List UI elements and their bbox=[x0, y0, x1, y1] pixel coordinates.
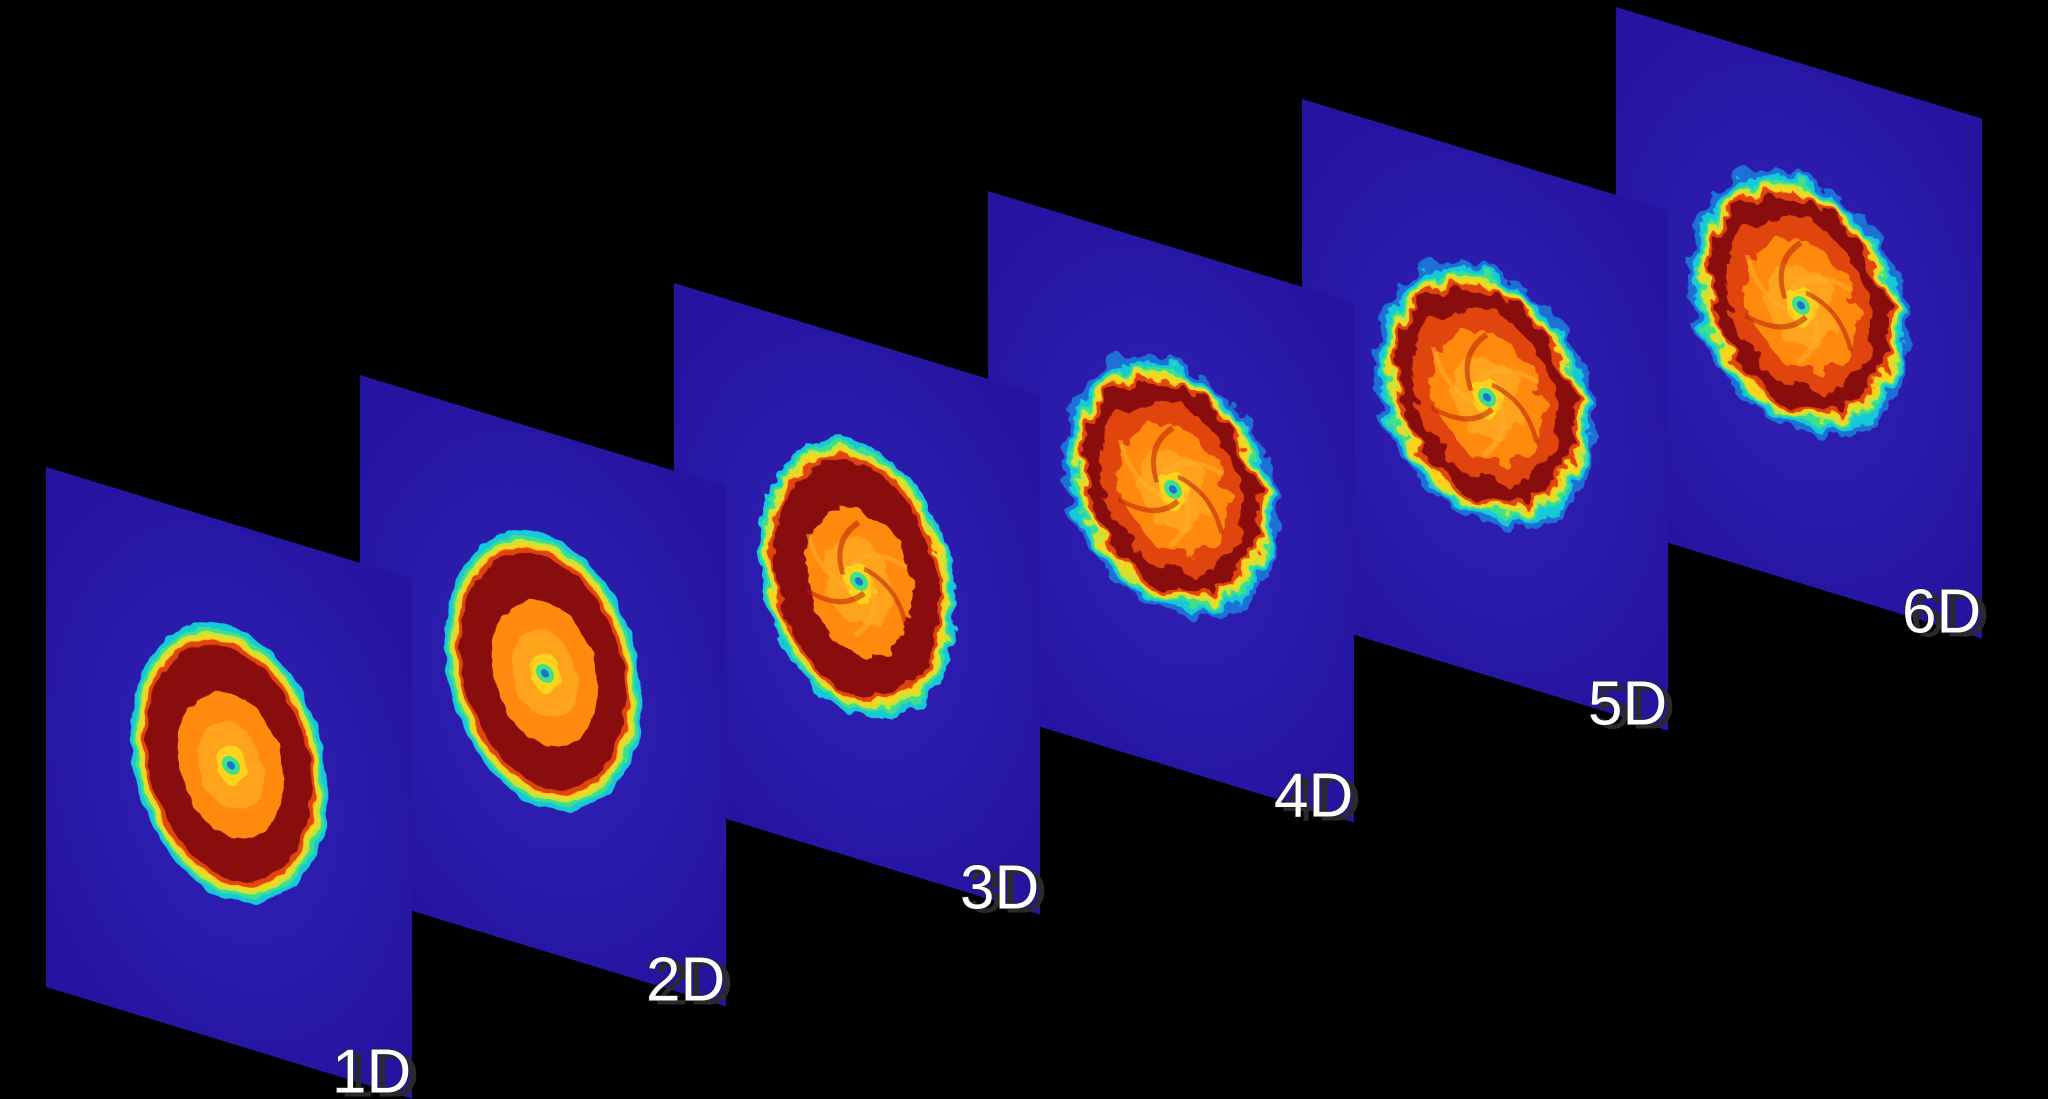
swirl-streak bbox=[1744, 313, 1808, 330]
vortex-core-center bbox=[855, 577, 863, 586]
swirl-streak bbox=[1167, 490, 1192, 549]
slice-label-shadow: 3D bbox=[968, 858, 1047, 927]
swirl-streak bbox=[1430, 347, 1479, 408]
swirl-streak bbox=[1795, 306, 1820, 366]
swirl-streak bbox=[806, 533, 851, 592]
swirl-streak bbox=[1464, 332, 1489, 391]
slice-label-6: 6D bbox=[1902, 578, 1981, 647]
swirl-streak bbox=[1790, 276, 1854, 293]
swirl-streak bbox=[806, 588, 866, 605]
swirl-streak bbox=[837, 519, 861, 575]
swirl-streak bbox=[863, 566, 908, 624]
slice-plane-6 bbox=[1616, 7, 1982, 639]
slice-label-1: 1D bbox=[332, 1038, 411, 1099]
slice-plane-3 bbox=[674, 283, 1040, 915]
swirl-streak bbox=[1117, 439, 1165, 500]
slice-label-5: 5D bbox=[1588, 670, 1667, 739]
swirl-streak bbox=[1805, 290, 1854, 351]
vortex-core-center bbox=[1797, 301, 1805, 310]
slice-label-3: 3D bbox=[960, 854, 1039, 923]
slice-plane-1 bbox=[46, 467, 412, 1099]
swirl-streak bbox=[1481, 398, 1506, 458]
slice-plane-2 bbox=[360, 375, 726, 1007]
swirl-streak bbox=[1117, 496, 1180, 514]
swirl-streak bbox=[853, 582, 877, 638]
vortex-core-center bbox=[1483, 393, 1491, 402]
swirl-streak bbox=[1430, 405, 1494, 422]
vortex-core-center bbox=[541, 669, 549, 678]
slice-plane-4 bbox=[988, 191, 1354, 823]
slice-label-shadow: 1D bbox=[340, 1042, 419, 1099]
swirl-streak bbox=[1476, 368, 1540, 385]
slice-label-2: 2D bbox=[646, 946, 725, 1015]
slice-label-shadow: 2D bbox=[654, 950, 733, 1019]
swirl-streak bbox=[848, 553, 908, 570]
swirl-streak bbox=[1150, 425, 1175, 483]
vortex-core-center bbox=[227, 761, 235, 770]
slice-label-4: 4D bbox=[1274, 762, 1353, 831]
swirl-streak bbox=[1778, 240, 1803, 299]
swirl-streak bbox=[1491, 382, 1540, 443]
slice-label-shadow: 4D bbox=[1282, 766, 1361, 835]
slice-label-shadow: 6D bbox=[1910, 582, 1989, 651]
slice-label-shadow: 5D bbox=[1596, 674, 1675, 743]
swirl-streak bbox=[1744, 255, 1793, 316]
vortex-core-center bbox=[1169, 485, 1177, 494]
swirl-streak bbox=[1177, 474, 1225, 534]
swirl-streak bbox=[1162, 460, 1225, 477]
slice-plane-5 bbox=[1302, 99, 1668, 731]
